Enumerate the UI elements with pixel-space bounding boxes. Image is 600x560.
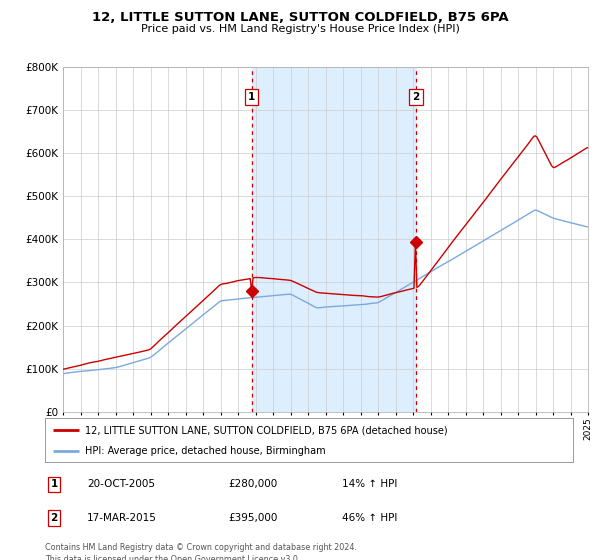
Text: 1: 1 [248, 92, 256, 102]
Text: 12, LITTLE SUTTON LANE, SUTTON COLDFIELD, B75 6PA: 12, LITTLE SUTTON LANE, SUTTON COLDFIELD… [92, 11, 508, 24]
Text: 20-OCT-2005: 20-OCT-2005 [87, 479, 155, 489]
Text: 12, LITTLE SUTTON LANE, SUTTON COLDFIELD, B75 6PA (detached house): 12, LITTLE SUTTON LANE, SUTTON COLDFIELD… [85, 425, 447, 435]
Text: Contains HM Land Registry data © Crown copyright and database right 2024.
This d: Contains HM Land Registry data © Crown c… [45, 543, 357, 560]
Bar [252, 67, 416, 412]
Text: HPI: Average price, detached house, Birmingham: HPI: Average price, detached house, Birm… [85, 446, 325, 456]
Text: 14% ↑ HPI: 14% ↑ HPI [342, 479, 397, 489]
Text: 2: 2 [412, 92, 419, 102]
Text: £280,000: £280,000 [228, 479, 277, 489]
Text: 46% ↑ HPI: 46% ↑ HPI [342, 513, 397, 523]
Text: 2: 2 [50, 513, 58, 523]
Text: £395,000: £395,000 [228, 513, 277, 523]
Text: Price paid vs. HM Land Registry's House Price Index (HPI): Price paid vs. HM Land Registry's House … [140, 24, 460, 34]
Text: 1: 1 [50, 479, 58, 489]
Text: 17-MAR-2015: 17-MAR-2015 [87, 513, 157, 523]
